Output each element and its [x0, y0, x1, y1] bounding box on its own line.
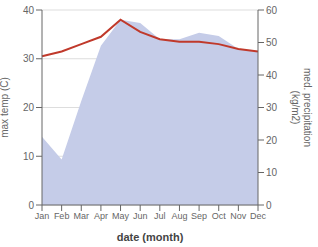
svg-text:0: 0	[28, 200, 34, 211]
svg-text:Jun: Jun	[133, 211, 148, 221]
svg-text:20: 20	[23, 102, 35, 113]
svg-text:50: 50	[266, 37, 278, 48]
svg-text:40: 40	[266, 70, 278, 81]
svg-text:Sep: Sep	[191, 211, 207, 221]
svg-text:date (month): date (month)	[117, 231, 184, 243]
svg-text:Oct: Oct	[212, 211, 227, 221]
svg-text:10: 10	[266, 167, 278, 178]
svg-text:May: May	[112, 211, 130, 221]
svg-text:10: 10	[23, 151, 35, 162]
svg-text:Jul: Jul	[154, 211, 166, 221]
svg-text:Feb: Feb	[54, 211, 70, 221]
svg-text:Jan: Jan	[35, 211, 50, 221]
svg-text:Apr: Apr	[94, 211, 108, 221]
svg-text:0: 0	[266, 200, 272, 211]
svg-text:Mar: Mar	[74, 211, 90, 221]
svg-text:30: 30	[266, 102, 278, 113]
svg-text:max temp (C): max temp (C)	[8, 77, 10, 138]
svg-text:Dec: Dec	[250, 211, 267, 221]
svg-text:40: 40	[23, 5, 35, 16]
svg-text:Aug: Aug	[171, 211, 187, 221]
svg-text:20: 20	[266, 135, 278, 146]
svg-text:30: 30	[23, 53, 35, 64]
svg-text:med. precipitation(kg/m2): med. precipitation(kg/m2)	[290, 68, 310, 147]
svg-text:Nov: Nov	[230, 211, 247, 221]
svg-text:60: 60	[266, 5, 278, 16]
